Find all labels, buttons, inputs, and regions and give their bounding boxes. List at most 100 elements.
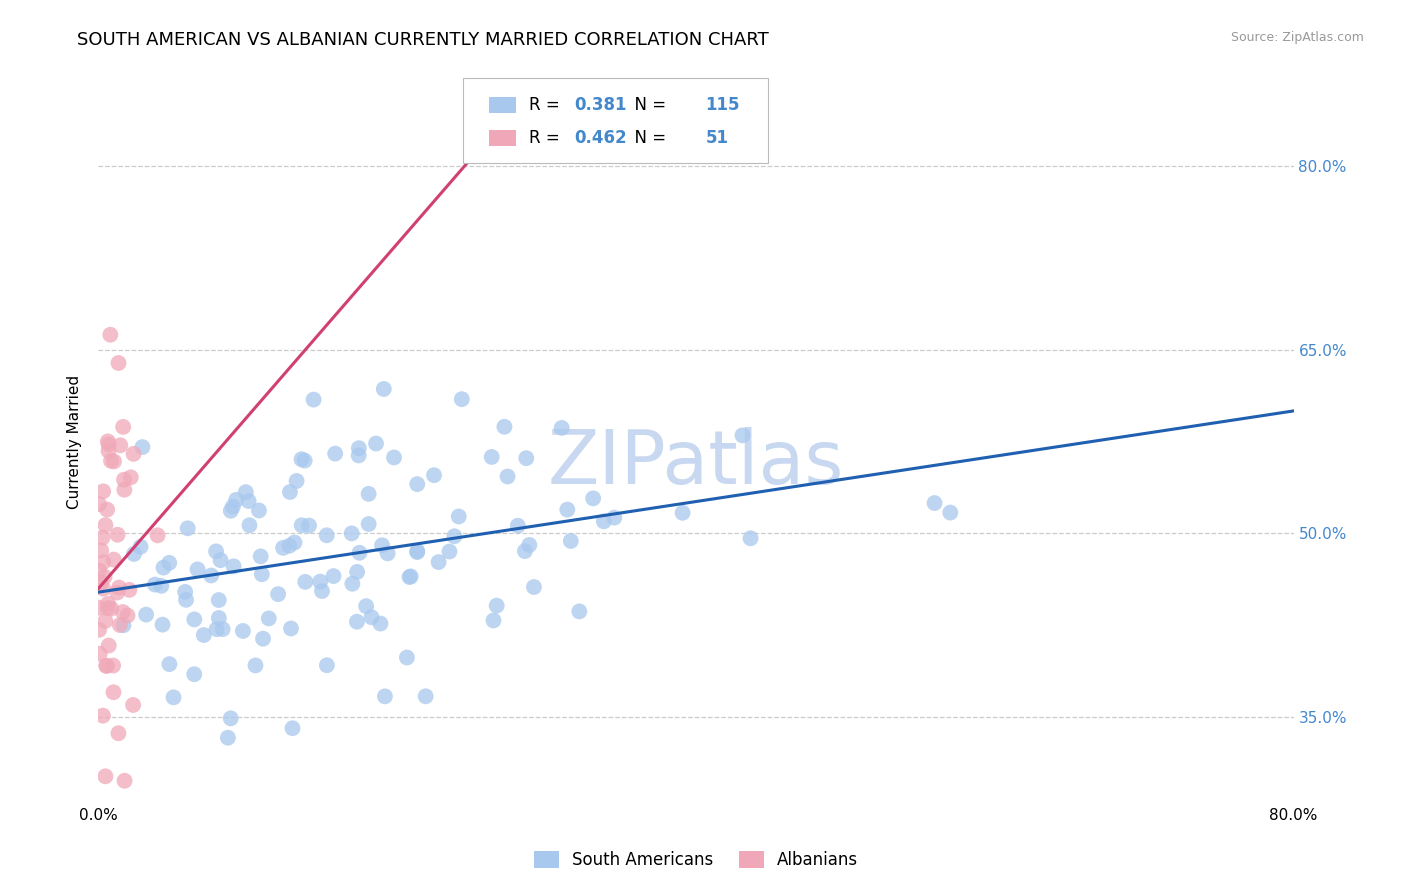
Point	[183, 612, 205, 626]
Point	[311, 584, 333, 599]
Text: Source: ZipAtlas.com: Source: ZipAtlas.com	[1230, 31, 1364, 45]
Point	[219, 504, 242, 518]
Point	[96, 658, 118, 673]
Point	[294, 574, 316, 589]
Point	[200, 568, 222, 582]
Point	[568, 604, 591, 618]
Point	[285, 474, 308, 488]
Point	[108, 581, 131, 595]
Point	[89, 600, 111, 615]
Point	[87, 623, 110, 637]
Point	[322, 569, 344, 583]
Point	[91, 708, 114, 723]
Point	[671, 506, 693, 520]
Point	[481, 450, 503, 464]
Point	[94, 769, 117, 783]
Point	[515, 451, 537, 466]
Text: ZIPatlas: ZIPatlas	[548, 426, 844, 500]
Point	[582, 491, 605, 506]
Point	[131, 440, 153, 454]
Point	[280, 622, 302, 636]
Point	[423, 468, 446, 483]
Legend: South Americans, Albanians: South Americans, Albanians	[534, 851, 858, 869]
Point	[302, 392, 325, 407]
Point	[94, 658, 117, 673]
Point	[374, 690, 396, 704]
Point	[377, 546, 399, 560]
Point	[107, 527, 129, 541]
Point	[225, 492, 247, 507]
Point	[117, 608, 139, 623]
Point	[238, 518, 260, 533]
Point	[91, 531, 114, 545]
Point	[415, 690, 437, 704]
Text: 0.381: 0.381	[574, 96, 627, 114]
Point	[103, 552, 125, 566]
Point	[406, 477, 429, 491]
Point	[100, 454, 122, 468]
Point	[111, 605, 134, 619]
Point	[118, 582, 141, 597]
Point	[267, 587, 290, 601]
Text: N =: N =	[624, 96, 672, 114]
Point	[485, 599, 508, 613]
Point	[482, 614, 505, 628]
Point	[370, 616, 392, 631]
Point	[93, 570, 115, 584]
Point	[162, 690, 184, 705]
Point	[90, 576, 112, 591]
Point	[555, 502, 578, 516]
Point	[371, 538, 394, 552]
Point	[97, 444, 120, 458]
Point	[90, 543, 112, 558]
Point	[373, 382, 395, 396]
Point	[347, 441, 370, 455]
Text: 0.462: 0.462	[574, 129, 627, 147]
Point	[122, 447, 145, 461]
Text: SOUTH AMERICAN VS ALBANIAN CURRENTLY MARRIED CORRELATION CHART: SOUTH AMERICAN VS ALBANIAN CURRENTLY MAR…	[77, 31, 769, 49]
Point	[108, 618, 131, 632]
Point	[247, 503, 270, 517]
Point	[107, 726, 129, 740]
Point	[112, 618, 135, 632]
Point	[592, 514, 614, 528]
Point	[406, 545, 429, 559]
Point	[494, 419, 516, 434]
Text: R =: R =	[529, 129, 565, 147]
Point	[315, 658, 337, 673]
Point	[89, 564, 111, 578]
Point	[278, 539, 301, 553]
Point	[347, 449, 370, 463]
Point	[450, 392, 472, 406]
Point	[443, 529, 465, 543]
Text: 51: 51	[706, 129, 728, 147]
Point	[740, 531, 762, 545]
Point	[731, 428, 754, 442]
Point	[346, 615, 368, 629]
Point	[100, 601, 122, 615]
Point	[271, 541, 294, 555]
Point	[101, 658, 124, 673]
Point	[96, 502, 118, 516]
Point	[249, 549, 271, 564]
Point	[107, 356, 129, 370]
Point	[174, 585, 197, 599]
Point	[603, 510, 626, 524]
Point	[103, 685, 125, 699]
Point	[122, 698, 145, 712]
Point	[110, 438, 132, 452]
Point	[427, 555, 450, 569]
Text: R =: R =	[529, 96, 565, 114]
Point	[97, 639, 120, 653]
Point	[152, 560, 174, 574]
Point	[551, 421, 574, 435]
Point	[120, 470, 142, 484]
Point	[245, 658, 267, 673]
Point	[238, 494, 260, 508]
Point	[97, 597, 120, 611]
Point	[177, 521, 200, 535]
Point	[103, 454, 125, 468]
Point	[342, 576, 364, 591]
Point	[315, 528, 337, 542]
Point	[91, 555, 114, 569]
